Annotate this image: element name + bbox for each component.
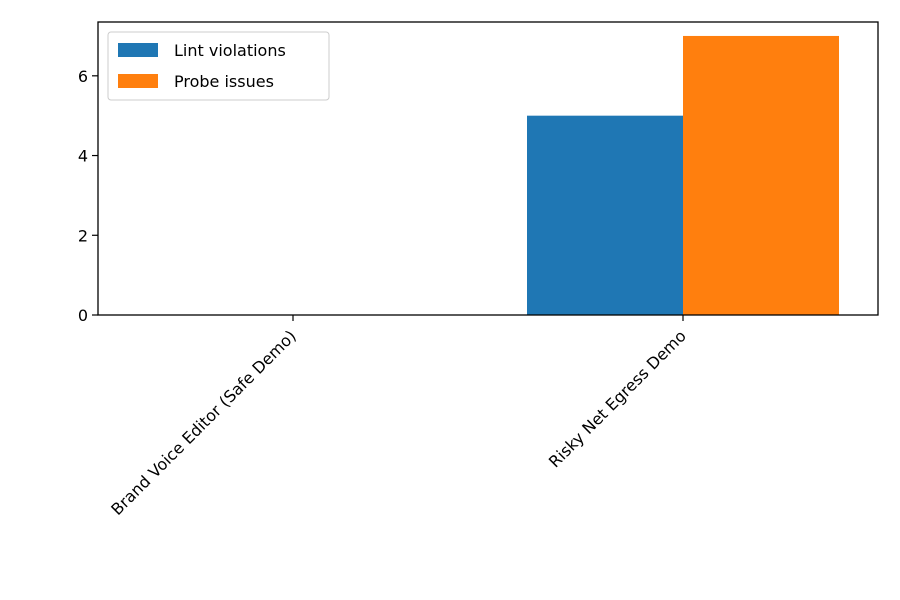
legend-swatch	[118, 74, 158, 88]
plot-frame	[97, 21, 879, 316]
legend-label: Probe issues	[174, 72, 274, 91]
x-tick-label: Risky Net Egress Demo	[545, 326, 690, 471]
legend: Lint violations Probe issues	[107, 31, 330, 101]
y-tick-label: 0	[78, 306, 88, 325]
legend-box	[107, 31, 330, 101]
bars-layer	[527, 35, 839, 316]
legend-swatch	[118, 43, 158, 57]
y-tick-label: 2	[78, 226, 88, 245]
x-axis: Brand Voice Editor (Safe Demo) Risky Net …	[107, 315, 690, 519]
y-tick-label: 6	[78, 67, 88, 86]
x-tick-label: Brand Voice Editor (Safe Demo)	[107, 326, 300, 519]
bar-lint-violations-1	[527, 115, 683, 316]
y-axis: 0 2 4 6	[78, 67, 98, 325]
y-tick-label: 4	[78, 147, 88, 166]
legend-label: Lint violations	[174, 41, 286, 60]
bar-probe-issues-1	[683, 35, 839, 315]
